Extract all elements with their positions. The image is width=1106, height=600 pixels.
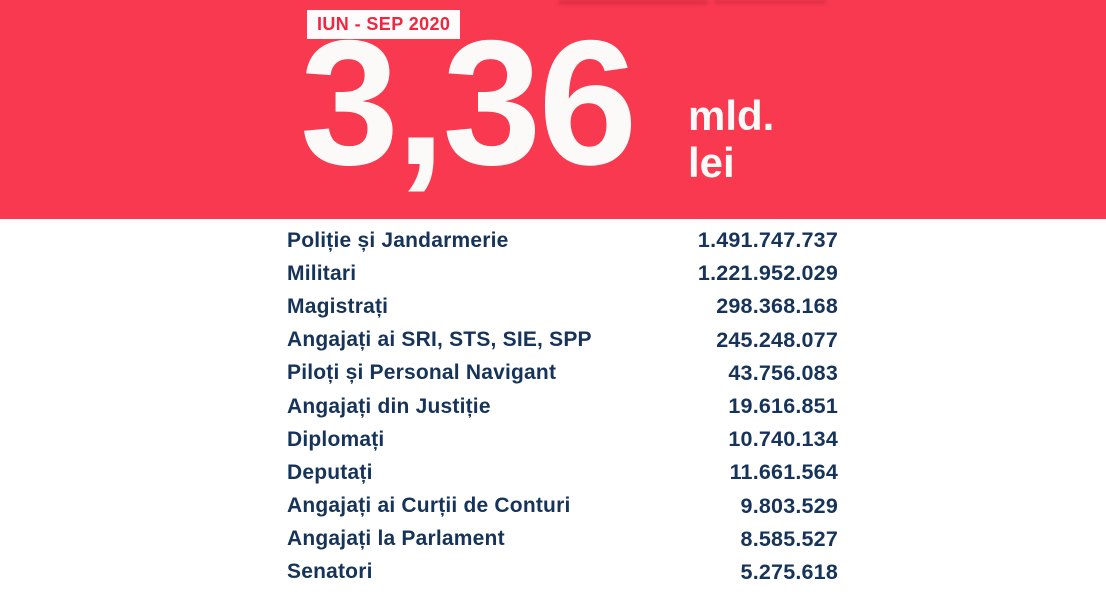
- headline-amount: 3,36: [300, 3, 637, 202]
- table-row: Angajați ai Curții de Conturi 9.803.529: [287, 490, 838, 523]
- table-row: Poliție și Jandarmerie 1.491.747.737: [287, 224, 838, 257]
- headline-unit: mld. lei: [688, 92, 774, 186]
- amount-value: 43.756.083: [728, 360, 838, 385]
- category-label: Piloți și Personal Navigant: [287, 361, 557, 385]
- headline-unit-bottom: lei: [688, 139, 735, 186]
- category-label: Diplomați: [287, 427, 385, 451]
- category-label: Angajați ai Curții de Conturi: [287, 494, 571, 518]
- amount-value: 1.221.952.029: [697, 261, 838, 286]
- category-label: Angajați la Parlament: [287, 527, 505, 551]
- header-red-band: IUN - SEP 2020 3,36 mld. lei: [0, 0, 1106, 219]
- amount-value: 8.585.527: [740, 526, 838, 551]
- table-row: Deputați 11.661.564: [287, 456, 838, 489]
- amount-value: 9.803.529: [740, 493, 838, 518]
- period-badge: IUN - SEP 2020: [307, 10, 461, 39]
- amount-value: 11.661.564: [729, 460, 838, 485]
- category-label: Deputați: [287, 460, 373, 484]
- table-row: Militari 1.221.952.029: [287, 257, 838, 290]
- table-row: Diplomați 10.740.134: [287, 423, 838, 456]
- table-row: Angajați ai SRI, STS, SIE, SPP 245.248.0…: [287, 324, 838, 357]
- category-label: Angajați din Justiție: [287, 394, 491, 418]
- salary-table: Poliție și Jandarmerie 1.491.747.737 Mil…: [287, 224, 838, 589]
- category-label: Magistrați: [287, 294, 389, 318]
- table-row: Senatori 5.275.618: [287, 556, 838, 589]
- table-row: Magistrați 298.368.168: [287, 290, 838, 323]
- table-row: Angajați din Justiție 19.616.851: [287, 390, 838, 423]
- table-row: Angajați la Parlament 8.585.527: [287, 523, 838, 556]
- amount-value: 5.275.618: [740, 559, 838, 584]
- cropped-text-remnant: [558, 0, 708, 5]
- amount-value: 10.740.134: [728, 427, 838, 452]
- headline-unit-top: mld.: [688, 92, 775, 139]
- amount-value: 19.616.851: [728, 394, 838, 419]
- table-row: Piloți și Personal Navigant 43.756.083: [287, 357, 838, 390]
- amount-value: 245.248.077: [716, 327, 838, 352]
- category-label: Militari: [287, 261, 357, 285]
- amount-value: 1.491.747.737: [697, 228, 838, 253]
- amount-value: 298.368.168: [716, 294, 838, 319]
- cropped-text-remnant: [714, 0, 826, 4]
- category-label: Senatori: [287, 560, 373, 584]
- category-label: Angajați ai SRI, STS, SIE, SPP: [287, 328, 592, 352]
- category-label: Poliție și Jandarmerie: [287, 228, 509, 252]
